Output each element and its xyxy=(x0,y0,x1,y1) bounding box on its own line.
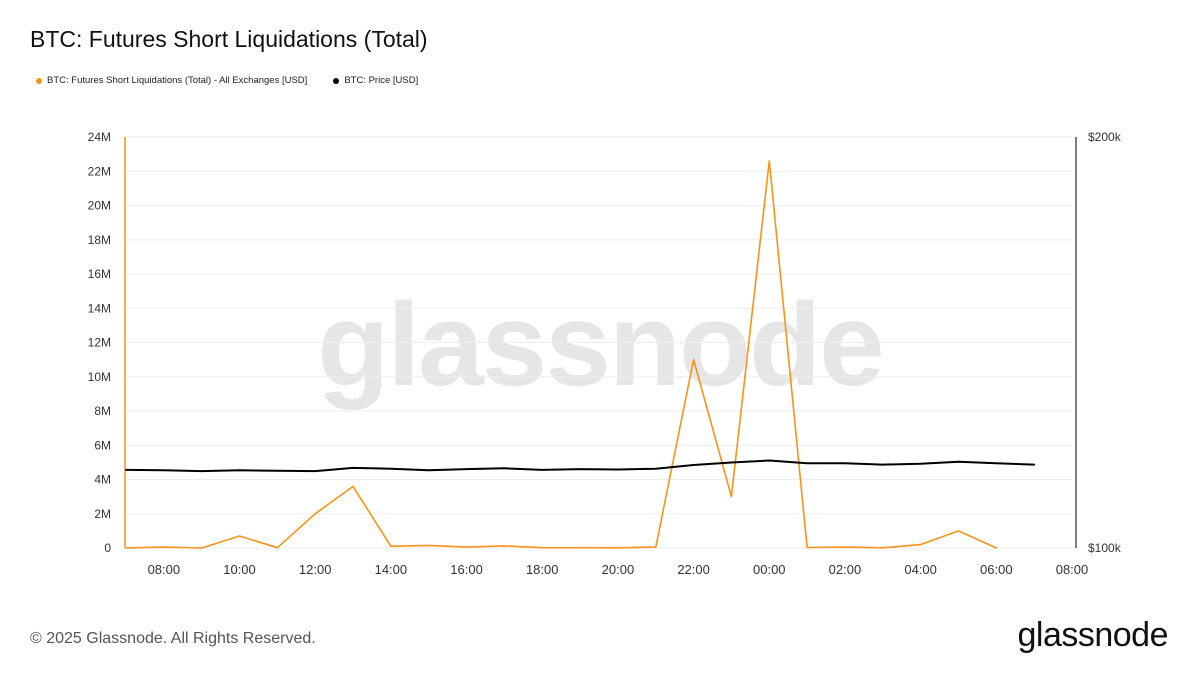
y-tick-label: 10M xyxy=(88,370,111,384)
x-tick-label: 08:00 xyxy=(1056,562,1089,577)
y-tick-label: 2M xyxy=(94,507,111,521)
y-tick-label: 4M xyxy=(94,473,111,487)
y-tick-label: 8M xyxy=(94,404,111,418)
x-tick-label: 12:00 xyxy=(299,562,332,577)
y-tick-label: 24M xyxy=(88,130,111,144)
footer-copyright: © 2025 Glassnode. All Rights Reserved. xyxy=(30,630,316,647)
legend-label-price: BTC: Price [USD] xyxy=(344,75,419,86)
legend-dot-price xyxy=(333,77,340,84)
chart-title: BTC: Futures Short Liquidations (Total) xyxy=(30,26,428,52)
chart-legend: BTC: Futures Short Liquidations (Total) … xyxy=(36,75,444,86)
y-tick-label: 12M xyxy=(88,336,111,350)
y-tick-label: 18M xyxy=(88,233,111,247)
legend-item-liquidations[interactable]: BTC: Futures Short Liquidations (Total) … xyxy=(36,75,307,86)
brand-logo: glassnode xyxy=(1017,616,1168,654)
series-line-liquidations xyxy=(125,160,998,549)
legend-label-liquidations: BTC: Futures Short Liquidations (Total) … xyxy=(47,75,308,86)
series-layer xyxy=(125,160,1036,549)
series-line-price xyxy=(125,459,1036,473)
x-tick-label: 14:00 xyxy=(375,562,408,577)
x-tick-label: 06:00 xyxy=(980,562,1013,577)
legend-item-price[interactable]: BTC: Price [USD] xyxy=(333,75,418,86)
y-tick-label: 0 xyxy=(104,541,111,555)
x-tick-label: 10:00 xyxy=(223,562,256,577)
y-tick-label: 14M xyxy=(88,301,111,315)
x-tick-label: 02:00 xyxy=(829,562,862,577)
y2-tick-label: $200k xyxy=(1088,130,1122,144)
x-tick-label: 04:00 xyxy=(904,562,937,577)
x-tick-label: 22:00 xyxy=(677,562,710,577)
y-tick-label: 20M xyxy=(88,199,111,213)
x-tick-label: 08:00 xyxy=(148,562,181,577)
y-tick-label: 6M xyxy=(94,438,111,452)
chart-watermark: glassnode xyxy=(317,279,883,411)
x-tick-label: 18:00 xyxy=(526,562,559,577)
y-tick-label: 16M xyxy=(88,267,111,281)
y-tick-label: 22M xyxy=(88,164,111,178)
x-tick-label: 00:00 xyxy=(753,562,786,577)
y2-tick-label: $100k xyxy=(1088,541,1122,555)
legend-dot-liquidations xyxy=(36,77,42,84)
x-tick-label: 16:00 xyxy=(450,562,483,577)
grid-lines xyxy=(126,136,1072,549)
x-tick-label: 20:00 xyxy=(602,562,635,577)
axes: 0 2M 4M 6M 8M 10M 12M 14M 16M 18M 20M 22M 24M $100k $2… xyxy=(88,130,1122,577)
